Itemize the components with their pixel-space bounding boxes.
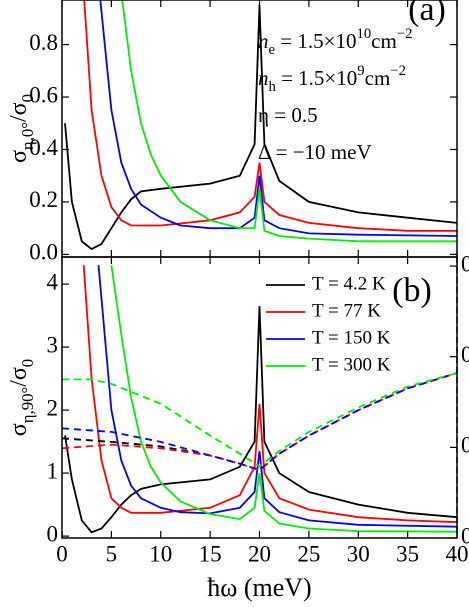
panel-label: (b): [392, 272, 432, 309]
text-part: σ: [6, 423, 32, 436]
text-part: 10: [356, 26, 371, 42]
curve: [64, 5, 457, 251]
text-part: η,90°: [18, 387, 37, 423]
text-part: e: [269, 42, 276, 58]
y-tick-label: 0.0: [29, 240, 58, 265]
y-tick-label: 0: [47, 521, 59, 546]
curve: [82, 265, 457, 524]
annotation: Δ = −10 meV: [258, 140, 372, 164]
x-tick-label: 40: [446, 541, 469, 566]
text-part: −2: [397, 26, 413, 42]
y-axis-label: ση,0°/σ0: [6, 94, 38, 163]
x-tick-label: 25: [297, 541, 320, 566]
text-part: −2: [390, 63, 406, 79]
text-part: η = 0.5: [258, 103, 318, 127]
x-tick-label: 10: [149, 541, 172, 566]
legend-label: T = 4.2 K: [312, 273, 386, 294]
y-axis-label: ση,90°/σ0: [6, 359, 38, 436]
text-part: cm: [371, 29, 397, 53]
text-part: /σ: [6, 102, 32, 122]
text-part: h: [269, 79, 277, 95]
curve: [64, 306, 457, 534]
y2-tick-label: 0: [461, 523, 469, 548]
plot-area: [62, 265, 457, 534]
x-tick-label: 20: [248, 541, 271, 566]
text-part: 0: [18, 359, 37, 367]
text-part: n: [258, 29, 269, 53]
text-part: n: [258, 66, 269, 90]
y2-tick-label: 0: [461, 342, 469, 367]
panel-label: (a): [408, 0, 446, 28]
text-part: /σ: [6, 367, 32, 387]
text-part: σ: [6, 150, 32, 163]
x-axis-label: ħω (meV): [207, 573, 311, 602]
curve: [97, 265, 457, 528]
text-part: 0: [18, 94, 37, 102]
y-tick-label: 1: [47, 458, 59, 483]
dashed-curve: [62, 372, 457, 472]
y2-tick-label: 0: [461, 433, 469, 458]
x-tick-label: 35: [396, 541, 419, 566]
legend-label: T = 150 K: [312, 327, 391, 348]
y-tick-label: 0.2: [29, 187, 58, 212]
y2-tick-label: 0: [461, 251, 469, 276]
dashed-curve: [62, 372, 457, 468]
plot-area: [64, 0, 457, 251]
y-tick-label: 0.8: [29, 30, 58, 55]
x-tick-label: 0: [56, 541, 68, 566]
y-tick-label: 0.6: [29, 82, 58, 107]
curve: [83, 0, 457, 232]
annotation: η = 0.5: [258, 103, 318, 127]
y-tick-label: 1.0: [29, 0, 58, 2]
x-tick-label: 15: [199, 541, 222, 566]
text-part: cm: [365, 66, 391, 90]
legend-label: T = 77 K: [312, 300, 381, 321]
x-tick-label: 5: [106, 541, 118, 566]
y-tick-label: 3: [47, 332, 59, 357]
x-tick-label: 30: [347, 541, 370, 566]
annotation: nh = 1.5×109cm−2: [258, 63, 406, 95]
y-tick-label: 0.4: [29, 135, 58, 160]
y-tick-label: 2: [47, 395, 59, 420]
text-part: η,0°: [18, 122, 37, 150]
text-part: 9: [357, 63, 364, 79]
annotation: ne = 1.5×1010cm−2: [258, 26, 412, 58]
curve: [99, 0, 457, 237]
text-part: = 1.5×10: [275, 29, 356, 53]
curve: [110, 265, 457, 533]
text-part: = 1.5×10: [276, 66, 357, 90]
curve: [121, 0, 457, 243]
y-tick-label: 4: [47, 269, 59, 294]
text-part: Δ = −10 meV: [258, 140, 372, 164]
legend-label: T = 300 K: [312, 354, 391, 375]
